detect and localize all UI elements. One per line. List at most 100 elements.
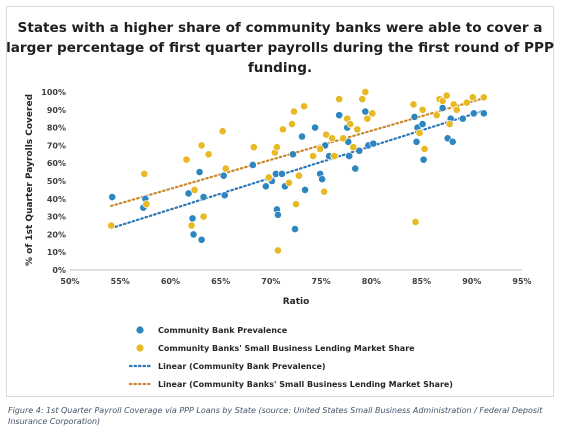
point-series-1: [358, 95, 367, 104]
point-series-1: [295, 171, 303, 180]
trendline-3: [110, 97, 485, 208]
point-series-1: [330, 152, 339, 160]
axes-layer: 50% 55% 60% 65% 70% 75% 80% 85% 90% 95% 0% 10% 20% 30…: [41, 88, 531, 286]
point-series-1: [187, 221, 196, 230]
point-series-1: [279, 125, 287, 134]
point-series-1: [339, 134, 348, 143]
point-series-1: [445, 120, 454, 128]
y-tick-label: 30%: [47, 213, 66, 222]
point-series-1: [142, 200, 151, 209]
point-series-1: [309, 152, 317, 160]
y-tick-label: 70%: [47, 141, 66, 150]
point-series-1: [368, 109, 377, 118]
point-series-1: [346, 120, 355, 128]
point-series-0: [419, 155, 428, 164]
point-series-1: [264, 173, 273, 182]
point-series-1: [218, 127, 227, 136]
point-series-1: [221, 164, 230, 173]
legend-label: Linear (Community Bank Prevalence): [158, 362, 326, 371]
point-series-0: [278, 169, 286, 178]
legend: Community Bank Prevalence Community Banks…: [128, 326, 453, 389]
point-series-0: [301, 185, 309, 194]
point-series-0: [355, 146, 364, 155]
point-series-1: [415, 129, 424, 137]
point-series-1: [462, 98, 471, 107]
point-series-0: [479, 109, 488, 118]
point-series-0: [189, 230, 198, 239]
y-axis-title: % of 1st Quarter Payrolls Covered: [25, 94, 35, 266]
legend-swatch: [136, 344, 144, 352]
point-series-1: [335, 95, 344, 104]
caption-figure-label: Figure 4:: [8, 406, 44, 415]
y-tick-label: 50%: [47, 177, 66, 186]
point-series-1: [273, 143, 281, 152]
x-axis-title: Ratio: [283, 297, 310, 307]
chart-title: States with a higher share of community …: [6, 20, 554, 76]
point-series-0: [248, 161, 257, 169]
point-series-0: [197, 235, 206, 244]
point-series-0: [469, 109, 478, 118]
point-series-1: [300, 102, 308, 111]
x-tick-label: 70%: [261, 277, 280, 286]
point-series-1: [438, 97, 447, 105]
point-series-1: [288, 120, 296, 128]
x-tick-label: 80%: [362, 277, 381, 286]
y-tick-label: 60%: [47, 159, 66, 168]
chart-plot: 50% 55% 60% 65% 70% 75% 80% 85% 90% 95% 0% 10% 20% 30…: [25, 88, 532, 389]
point-series-1: [432, 111, 441, 120]
trendline-layer: [110, 97, 485, 230]
point-series-0: [458, 114, 467, 123]
point-series-0: [188, 214, 197, 223]
point-series-1: [452, 105, 461, 114]
trendline-2: [110, 109, 485, 230]
point-series-1: [328, 134, 337, 143]
point-series-0: [410, 113, 419, 121]
y-tick-label: 100%: [41, 88, 66, 97]
x-tick-label: 50%: [60, 277, 79, 286]
point-series-0: [220, 191, 229, 200]
chart-frame: [6, 6, 554, 397]
point-series-0: [219, 171, 228, 180]
point-series-0: [418, 120, 427, 128]
point-series-0: [199, 193, 208, 201]
points-layer: [107, 88, 488, 255]
point-series-0: [261, 182, 270, 191]
point-series-0: [318, 175, 327, 184]
point-series-1: [418, 105, 427, 114]
point-series-1: [204, 150, 213, 159]
point-series-1: [249, 143, 258, 152]
point-series-0: [335, 111, 344, 120]
point-series-1: [420, 145, 429, 153]
point-series-0: [291, 225, 299, 233]
x-tick-label: 75%: [312, 277, 331, 286]
point-series-1: [107, 221, 116, 230]
point-series-0: [448, 137, 457, 146]
point-series-1: [479, 93, 488, 102]
x-tick-label: 90%: [462, 277, 481, 286]
x-tick-label: 95%: [512, 277, 531, 286]
point-series-0: [345, 152, 354, 160]
point-series-1: [140, 169, 149, 178]
point-series-0: [289, 150, 297, 159]
y-tick-label: 80%: [47, 124, 66, 133]
point-series-1: [316, 145, 325, 153]
point-series-1: [197, 141, 206, 150]
point-series-1: [411, 218, 420, 226]
x-tick-label: 55%: [111, 277, 130, 286]
legend-label: Community Banks' Small Business Lending …: [158, 344, 415, 353]
point-series-1: [349, 143, 358, 152]
legend-label: Community Bank Prevalence: [158, 326, 288, 335]
point-series-0: [311, 123, 319, 132]
point-series-1: [199, 212, 208, 221]
point-series-0: [412, 137, 421, 146]
point-series-1: [353, 125, 362, 134]
point-series-0: [438, 104, 447, 112]
x-tick-label: 60%: [161, 277, 180, 286]
point-series-1: [285, 178, 293, 187]
x-tick-label: 65%: [211, 277, 230, 286]
point-series-1: [290, 107, 298, 116]
y-tick-label: 40%: [47, 195, 66, 204]
point-series-1: [190, 185, 199, 194]
legend-swatch: [136, 326, 144, 334]
point-series-0: [351, 164, 360, 173]
